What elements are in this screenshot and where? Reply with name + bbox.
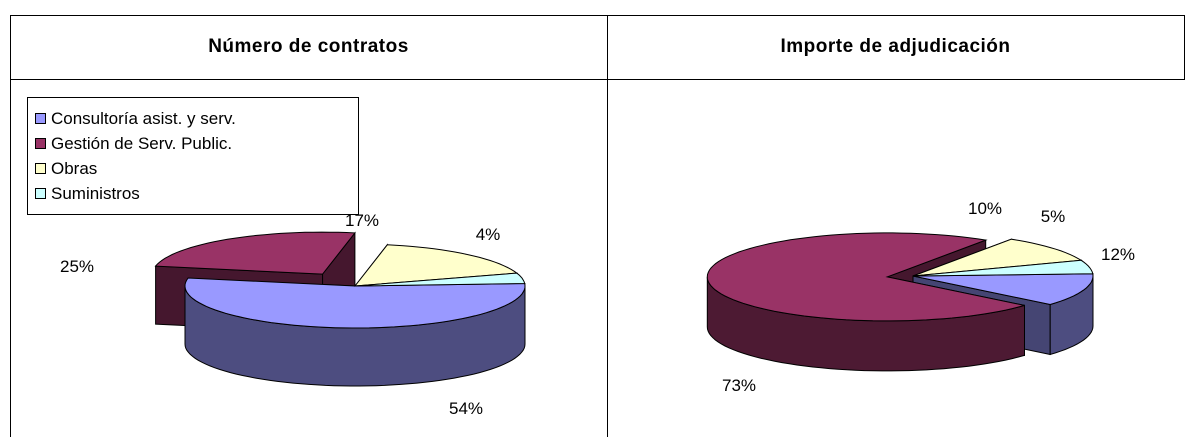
legend-item-suministros: Suministros (35, 181, 358, 206)
chart-title-contratos: Número de contratos (208, 36, 409, 57)
pie0-label-obras: 17% (345, 211, 379, 230)
pie1-slice-top-suministros (912, 259, 1094, 277)
pie1-slice-top-obras (912, 238, 1083, 277)
pie0-slice-top-gestion-de-serv-public (154, 231, 356, 275)
table-border-left (10, 15, 11, 437)
legend-label-obras: Obras (51, 158, 98, 178)
pie0-label-consultoria-asist-y-serv: 54% (449, 399, 483, 418)
pie0-label-suministros: 4% (476, 225, 501, 244)
pie1-label-obras: 10% (968, 199, 1002, 218)
pie1-label-suministros: 5% (1041, 207, 1066, 226)
table-border-middle (607, 15, 608, 437)
chart-title-importe: Importe de adjudicación (780, 36, 1011, 57)
pie0-slice-top-consultoria-asist-y-serv (184, 277, 526, 329)
chart-legend: Consultoría asist. y serv. Gestión de Se… (27, 97, 359, 215)
pie1-label-gestion-de-serv-public: 73% (722, 376, 756, 395)
legend-swatch-suministros (35, 188, 46, 199)
pie1-slice-top-gestion-de-serv-public (706, 232, 1025, 322)
table-header-divider (10, 79, 1185, 80)
legend-item-obras: Obras (35, 156, 358, 181)
legend-item-consultoria: Consultoría asist. y serv. (35, 106, 358, 131)
legend-label-suministros: Suministros (51, 183, 140, 203)
pie0-slice-top-suministros (354, 272, 526, 287)
table-border-right (1184, 15, 1185, 79)
legend-swatch-gestion (35, 138, 46, 149)
pie0-label-gestion-de-serv-public: 25% (60, 257, 94, 276)
pie0-slice-top-obras (353, 244, 519, 287)
pie1-label-consultoria-asist-y-serv: 12% (1101, 245, 1135, 264)
table-border-top (10, 15, 1185, 16)
legend-swatch-obras (35, 163, 46, 174)
legend-label-consultoria: Consultoría asist. y serv. (51, 108, 236, 128)
legend-label-gestion: Gestión de Serv. Public. (51, 133, 233, 153)
pie1-slice-top-consultoria-asist-y-serv (912, 273, 1094, 306)
legend-swatch-consultoria (35, 113, 46, 124)
legend-item-gestion: Gestión de Serv. Public. (35, 131, 358, 156)
